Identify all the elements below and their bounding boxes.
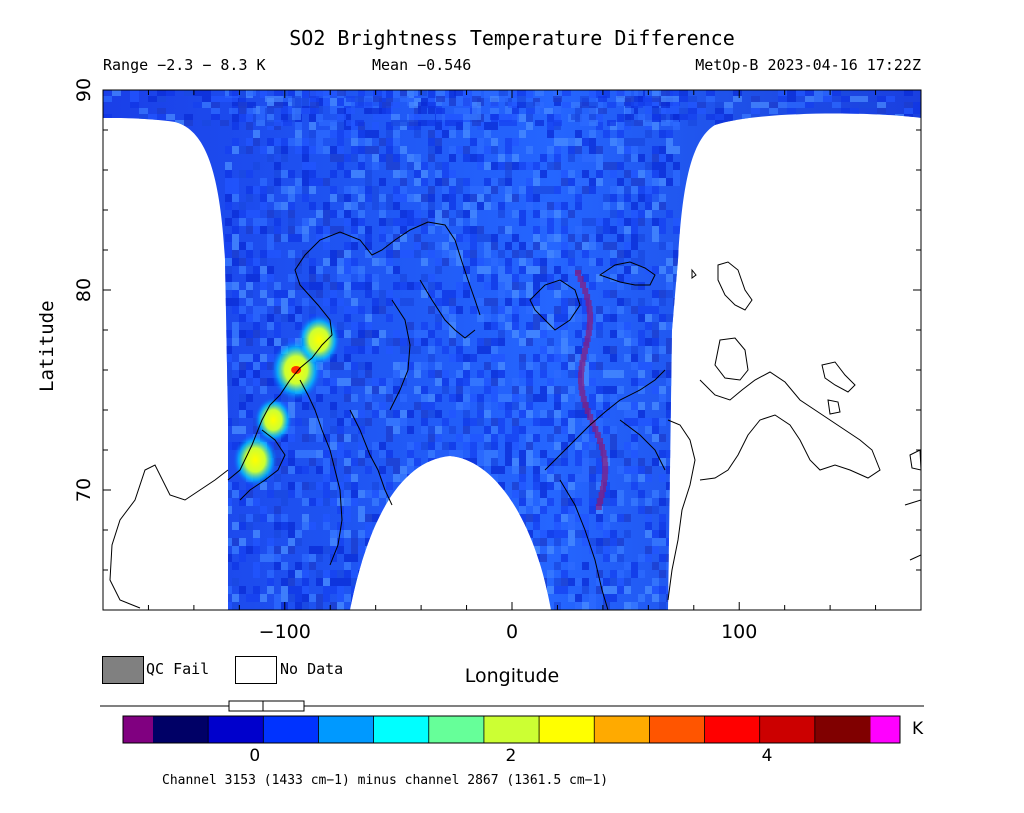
coastlines [109, 221, 921, 610]
y-tick-label: 70 [73, 478, 95, 502]
colorbar-underflow [123, 716, 153, 743]
colorbar-cell [649, 716, 706, 743]
x-axis-label: Longitude [464, 665, 560, 687]
colorbar-cell [594, 716, 650, 743]
so2-hotspot [254, 397, 293, 443]
colorbar-tick-label: 2 [505, 746, 517, 766]
colorbar-cell [428, 716, 485, 743]
so2-hotspot-core [291, 366, 302, 374]
y-tick-label: 80 [73, 278, 95, 302]
colorbar-cell [759, 716, 816, 743]
so2-swath [103, 90, 921, 610]
qc-fail-swatch [102, 656, 144, 684]
x-axis: −100 0 100 [102, 90, 922, 643]
x-tick-label: 0 [506, 621, 518, 643]
so2-hotspot [297, 314, 341, 366]
colorbar-cell [373, 716, 430, 743]
y-tick-label: 90 [73, 78, 95, 102]
colorbar-range-marker [228, 700, 305, 712]
figure-title: SO2 Brightness Temperature Difference [289, 26, 735, 50]
colorbar-cell [483, 716, 540, 743]
no-data-swatch [235, 656, 277, 684]
colorbar-cell [263, 716, 319, 743]
colorbar-cell [814, 716, 871, 743]
colorbar-cell [208, 716, 264, 743]
colorbar-cell [318, 716, 375, 743]
colorbar-frame [122, 715, 901, 744]
colorbar-unit: K [912, 719, 924, 739]
x-tick-label: −100 [259, 621, 311, 643]
colorbar-cell [704, 716, 761, 743]
colorbar-overflow [870, 716, 900, 743]
y-axis: 70 80 90 [73, 78, 921, 611]
no-data-label: No Data [280, 660, 344, 678]
colorbar-cell [539, 716, 595, 743]
x-tick-label: 100 [721, 621, 757, 643]
colorbar-tick-label: 4 [761, 746, 773, 766]
channel-footnote: Channel 3153 (1433 cm−1) minus channel 2… [162, 773, 609, 788]
y-axis-label: Latitude [36, 300, 58, 392]
satellite-time-text: MetOp-B 2023-04-16 17:22Z [695, 56, 921, 74]
map-plot: −100 0 100 70 80 90 [73, 78, 922, 643]
so2-hotspot [233, 433, 278, 487]
range-text: Range −2.3 − 8.3 K [103, 56, 266, 74]
mean-text: Mean −0.546 [372, 56, 472, 74]
qc-fail-label: QC Fail [146, 660, 210, 678]
colorbar-cell [153, 716, 209, 743]
colorbar-tick-label: 0 [249, 746, 261, 766]
